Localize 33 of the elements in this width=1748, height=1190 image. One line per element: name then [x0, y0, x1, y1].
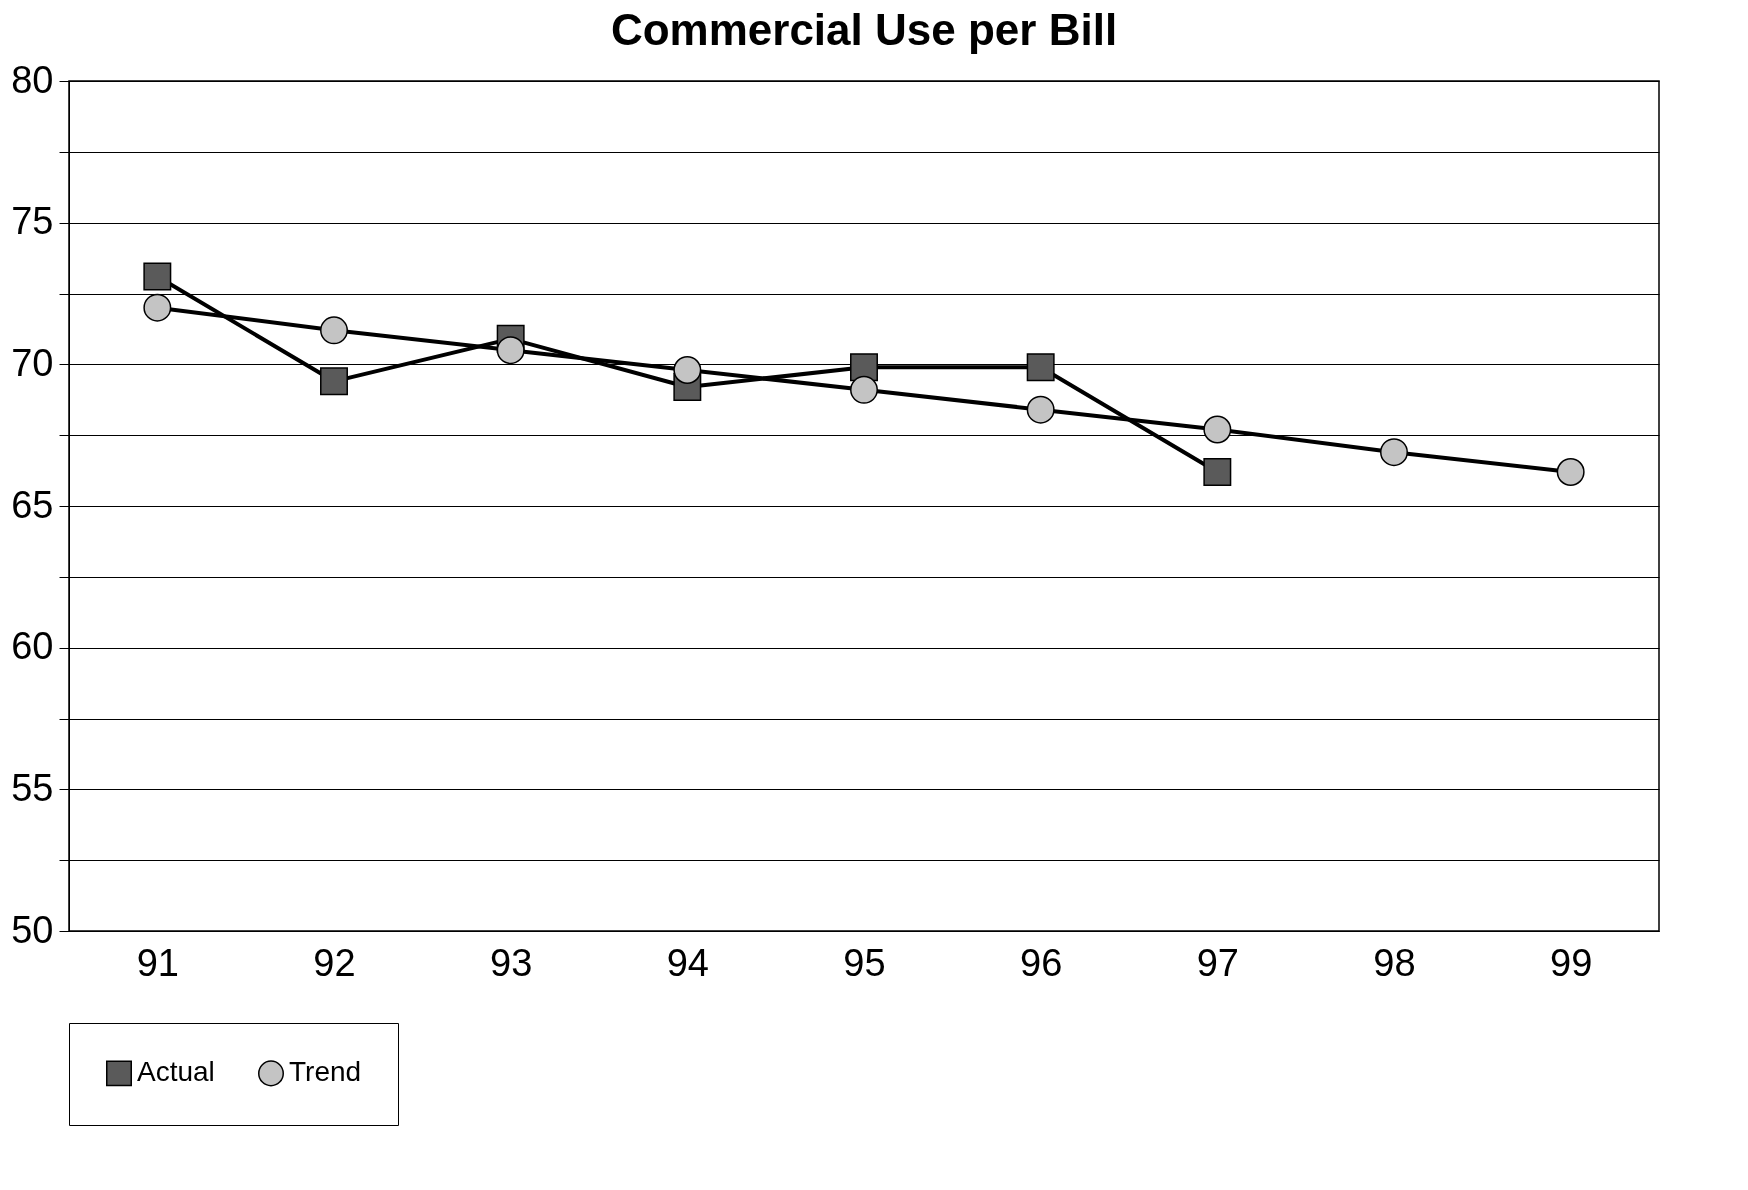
legend-label: Trend — [289, 1056, 362, 1088]
y-tick-label: 65 — [11, 483, 54, 526]
legend-label: Actual — [137, 1056, 215, 1088]
point — [1556, 458, 1585, 486]
x-tick-label: 92 — [313, 941, 356, 984]
point — [143, 262, 172, 291]
point — [1026, 395, 1055, 424]
point — [1203, 415, 1232, 444]
x-tick-label: 94 — [666, 941, 709, 984]
x-tick-label: 95 — [843, 941, 886, 984]
point — [320, 316, 348, 345]
chart-title: Commercial Use per Bill — [610, 5, 1118, 54]
x-tick-label: 96 — [1020, 941, 1063, 984]
x-tick-label: 93 — [490, 941, 533, 984]
point — [496, 336, 525, 365]
x-tick-label: 91 — [136, 941, 179, 984]
point — [143, 293, 172, 322]
y-tick-label: 50 — [11, 908, 54, 951]
point — [850, 375, 878, 404]
point — [673, 356, 702, 384]
point — [850, 353, 878, 382]
x-tick-label: 98 — [1373, 941, 1416, 984]
y-tick-label: 80 — [11, 58, 54, 101]
y-tick-label: 70 — [11, 341, 54, 384]
point — [1380, 438, 1408, 467]
y-tick-label: 55 — [11, 766, 54, 809]
x-tick-label: 99 — [1550, 941, 1593, 984]
point — [320, 367, 348, 396]
point — [1026, 353, 1055, 382]
y-tick-label: 60 — [11, 625, 54, 668]
y-tick-label: 75 — [11, 200, 54, 243]
point — [1203, 458, 1232, 486]
x-tick-label: 97 — [1196, 941, 1239, 984]
